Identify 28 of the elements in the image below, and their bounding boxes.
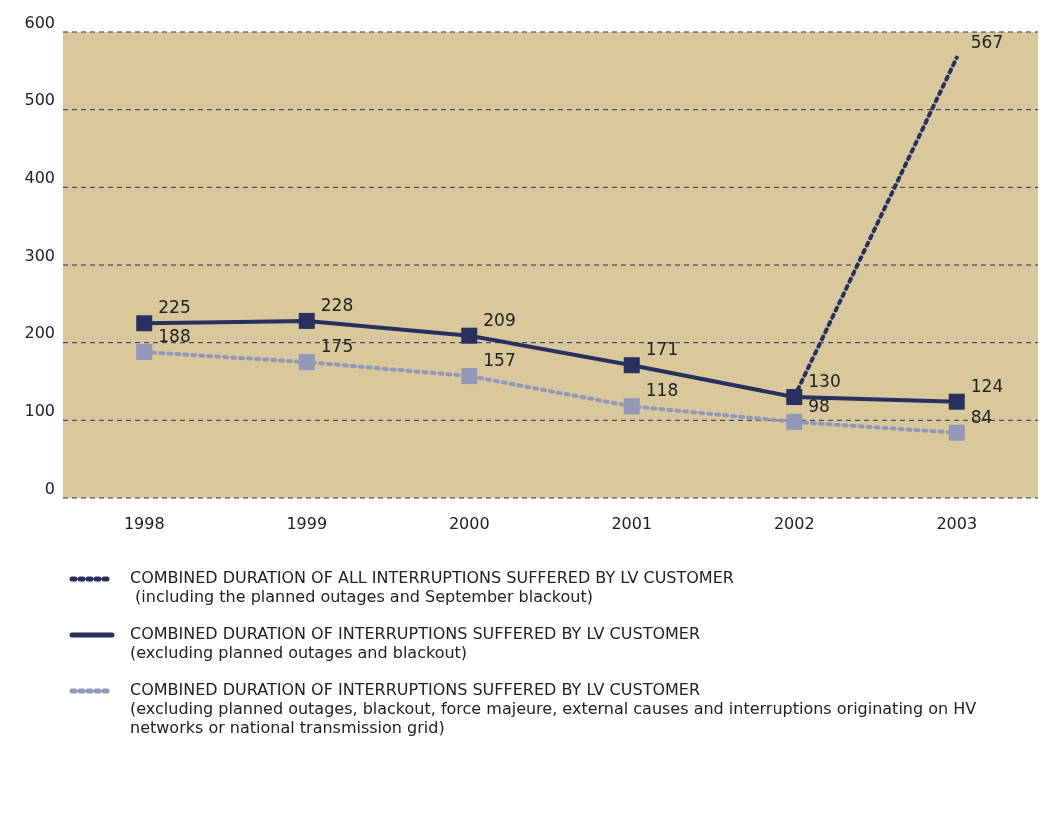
x-tick-label: 2003 [936,514,978,534]
data-label: 124 [970,375,1004,396]
legend-label: COMBINED DURATION OF INTERRUPTIONS SUFFERED BY LV CUSTOMER (excluding planned outages and blackout) [130,624,702,662]
y-tick-label: 500 [24,90,55,110]
y-tick-label: 0 [44,478,55,498]
y-tick-label: 200 [24,323,55,343]
data-label: 171 [645,339,679,360]
legend-label: COMBINED DURATION OF ALL INTERRUPTIONS SUFFERED BY LV CUSTOMER (including the planned outages and September blackout) [130,568,735,606]
data-label: 118 [645,380,679,401]
legend-label: COMBINED DURATION OF INTERRUPTIONS SUFFERED BY LV CUSTOMER (excluding planned outages, blackout, force majeure, external causes and interruptions originating on HV networks or national transmission grid) [130,680,978,737]
y-tick-label: 600 [24,12,55,32]
x-tick-label: 1999 [286,514,328,534]
data-label: 228 [320,294,354,315]
data-label: 130 [808,371,841,392]
x-tick-label: 2002 [773,514,815,534]
data-label: 209 [483,309,516,330]
x-tick-label: 2001 [611,514,653,534]
x-tick-label: 1998 [123,514,165,534]
y-tick-label: 100 [24,401,55,421]
y-tick-label: 400 [24,168,55,188]
data-label: 225 [158,297,191,318]
data-label: 157 [483,350,516,371]
x-tick-label: 2000 [448,514,490,534]
y-tick-label: 300 [24,245,55,265]
data-label: 175 [320,336,354,357]
data-label: 567 [970,31,1004,52]
data-label: 188 [158,325,191,346]
data-label: 98 [808,395,830,416]
